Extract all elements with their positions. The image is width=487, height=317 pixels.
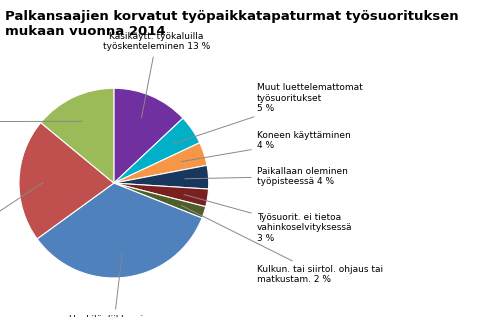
Text: Kulkun. tai siirtol. ohjaus tai
matkustam. 2 %: Kulkun. tai siirtol. ohjaus tai matkusta… [181, 205, 383, 284]
Wedge shape [114, 183, 206, 218]
Wedge shape [41, 88, 114, 183]
Text: Käsikäytt. työkaluilla
työskenteleminen 13 %: Käsikäytt. työkaluilla työskenteleminen … [103, 32, 210, 118]
Text: Palkansaajien korvatut työpaikkatapaturmat työsuorituksen
mukaan vuonna 2014: Palkansaajien korvatut työpaikkatapaturm… [5, 10, 458, 37]
Text: Taakan käsivoimin
siirtäminen 14 %: Taakan käsivoimin siirtäminen 14 % [0, 112, 82, 132]
Wedge shape [114, 143, 207, 183]
Wedge shape [114, 183, 208, 207]
Wedge shape [37, 183, 202, 278]
Text: Henkilönliikkuminen
34 %: Henkilönliikkuminen 34 % [68, 254, 160, 317]
Text: Koneen käyttäminen
4 %: Koneen käyttäminen 4 % [182, 131, 351, 162]
Wedge shape [114, 118, 200, 183]
Text: Työsuorit. ei tietoa
vahinkoselvityksessä
3 %: Työsuorit. ei tietoa vahinkoselvityksess… [184, 195, 352, 243]
Wedge shape [114, 88, 183, 183]
Wedge shape [19, 123, 114, 239]
Text: Muut luettelemattomat
työsuoritukset
5 %: Muut luettelemattomat työsuoritukset 5 % [173, 83, 362, 144]
Text: Esineiden
käsitteleminen
21 %: Esineiden käsitteleminen 21 % [0, 183, 43, 267]
Text: Paikallaan oleminen
työpisteessä 4 %: Paikallaan oleminen työpisteessä 4 % [185, 167, 348, 186]
Wedge shape [114, 165, 209, 189]
